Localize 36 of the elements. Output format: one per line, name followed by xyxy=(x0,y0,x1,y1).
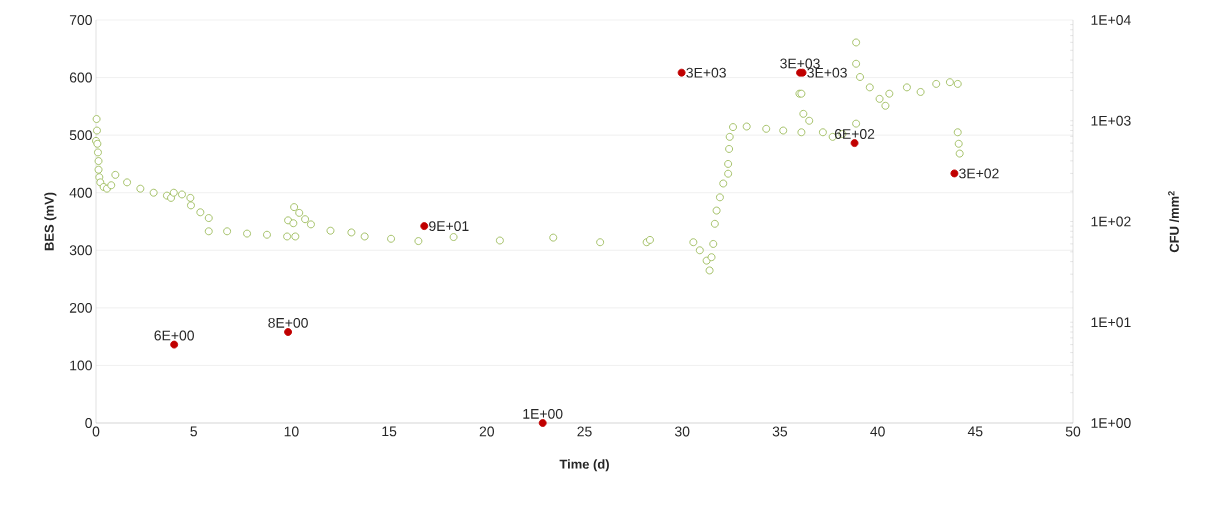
y2-axis-title: CFU /mm$^{2}$ xyxy=(1168,191,1180,253)
x-tick-label: 50 xyxy=(1065,426,1081,437)
data-label: 6E+00 xyxy=(154,330,194,341)
y-axis-title: BES (mV) xyxy=(44,192,57,251)
y-tick-label: 600 xyxy=(69,72,92,83)
y2-tick-label: 1E+02 xyxy=(1091,216,1131,227)
x-tick-label: 25 xyxy=(577,426,592,437)
x-tick-label: 45 xyxy=(967,426,983,437)
data-label: 8E+00 xyxy=(268,317,308,328)
y2-tick-label: 1E+04 xyxy=(1091,15,1131,25)
y2-tick-label: 1E+03 xyxy=(1091,115,1131,126)
x-tick-label: 15 xyxy=(382,426,397,437)
x-tick-label: 30 xyxy=(674,426,690,437)
y-tick-label: 700 xyxy=(69,15,92,25)
x-tick-label: 20 xyxy=(479,426,495,437)
y-tick-label: 200 xyxy=(69,302,92,313)
y2-tick-label: 1E+01 xyxy=(1091,317,1131,328)
x-tick-label: 0 xyxy=(92,426,100,437)
y-tick-label: 500 xyxy=(69,130,92,141)
data-label: 3E+03 xyxy=(807,67,847,78)
x-tick-label: 5 xyxy=(190,426,197,437)
x-axis-title: Time (d) xyxy=(559,459,609,472)
y-tick-label: 300 xyxy=(69,245,92,256)
y-tick-label: 100 xyxy=(70,360,92,371)
y-tick-label: 0 xyxy=(85,418,92,428)
data-label: 3E+03 xyxy=(686,67,726,78)
data-label: 3E+03 xyxy=(780,58,820,69)
data-label: 6E+02 xyxy=(834,129,875,139)
data-label: 1E+00 xyxy=(523,408,563,419)
x-tick-label: 35 xyxy=(772,426,788,437)
data-label: 9E+01 xyxy=(429,221,469,232)
x-tick-label: 40 xyxy=(870,426,885,437)
y2-tick-label: 1E+00 xyxy=(1091,418,1131,428)
y-tick-label: 400 xyxy=(69,187,92,198)
data-label: 3E+02 xyxy=(959,168,999,179)
x-tick-label: 10 xyxy=(284,426,299,437)
